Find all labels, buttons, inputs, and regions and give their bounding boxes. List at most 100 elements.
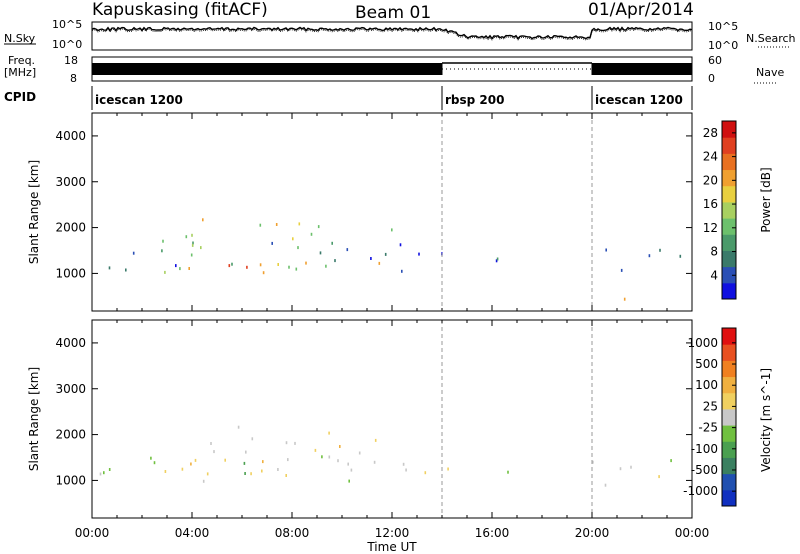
- echo-cell: [374, 438, 377, 442]
- colorbar-tick-label: 28: [703, 126, 718, 140]
- echo-cell: [399, 243, 402, 247]
- echo-cell: [191, 243, 194, 247]
- echo-cell: [251, 437, 254, 441]
- echo-cell: [334, 259, 336, 263]
- cpid-strip: CPID icescan 1200 rbsp 200 icescan 1200: [4, 86, 693, 110]
- cpid-label: CPID: [4, 90, 36, 104]
- colorbar-tick-label: 24: [703, 150, 718, 164]
- nsky-label: N.Sky: [4, 32, 36, 45]
- cpid-segment-label: rbsp 200: [445, 93, 504, 107]
- echo-cell: [213, 450, 215, 454]
- echo-cell: [162, 239, 164, 243]
- noise-tick-top-right: 10^5: [708, 20, 738, 33]
- echo-cell: [103, 471, 105, 475]
- colorbar-frame: [721, 327, 737, 507]
- echo-cell: [132, 251, 135, 255]
- colorbar-swatch: [722, 218, 736, 235]
- colorbar-tick-label: 4: [710, 268, 718, 282]
- x-tick-label: 12:00: [375, 526, 410, 540]
- echo-cell: [181, 467, 184, 471]
- colorbar-tick-label: 8: [710, 245, 718, 259]
- power-colorbar-label: Power [dB]: [759, 167, 773, 232]
- echo-cell: [185, 235, 188, 239]
- colorbar-tick-label: 25: [703, 399, 718, 413]
- colorbar-swatch: [722, 185, 736, 203]
- velocity-frame: [91, 319, 693, 519]
- nave-label: Nave: [756, 66, 784, 79]
- echo-cell: [108, 468, 111, 471]
- echo-cell: [623, 297, 626, 301]
- colorbar-tick-label: 500: [695, 357, 718, 371]
- echo-cell: [250, 472, 252, 476]
- echo-cell: [161, 249, 163, 253]
- echo-cell: [507, 470, 509, 474]
- freq-unit-label: [MHz]: [4, 66, 36, 79]
- echo-cell: [384, 252, 387, 256]
- echo-cell: [337, 459, 339, 463]
- colorbar-swatch: [722, 376, 736, 394]
- echo-cell: [228, 264, 231, 268]
- colorbar-swatch: [722, 425, 736, 442]
- nsearch-trace: [91, 28, 693, 41]
- echo-cell: [246, 265, 248, 269]
- y-tick-label: 3000: [55, 382, 86, 396]
- colorbar-tick-label: -100: [691, 442, 718, 456]
- echo-cell: [496, 257, 499, 261]
- echo-cell: [658, 475, 660, 479]
- freq-traces: [92, 62, 692, 75]
- power-colorbar: 4 8 12 16 20 24 28: [703, 120, 737, 300]
- nsky-trace: [91, 26, 693, 40]
- x-tick-label: 04:00: [175, 526, 210, 540]
- echo-cell: [339, 445, 341, 448]
- y-tick-label: 1000: [55, 473, 86, 487]
- echo-cell: [370, 257, 372, 260]
- power-panel: 1000 2000 3000 4000 Slant Range [km] 4 8 12 16…: [27, 112, 773, 312]
- freq-band-1: [92, 63, 442, 75]
- echo-cell: [328, 431, 330, 435]
- echo-cell: [245, 450, 247, 454]
- y-tick-label: 4000: [55, 129, 86, 143]
- echo-cell: [604, 483, 607, 487]
- colorbar-tick-label: 12: [703, 221, 718, 235]
- colorbar-swatch: [722, 234, 736, 251]
- echo-cell: [277, 468, 279, 471]
- echo-cell: [179, 267, 181, 271]
- freq-label: Freq.: [8, 54, 35, 67]
- echo-cell: [418, 252, 420, 256]
- colorbar-swatch: [722, 392, 736, 410]
- noise-tick-bottom-right: 10^0: [708, 39, 738, 52]
- echo-cell: [261, 469, 263, 473]
- noise-traces: [91, 26, 693, 41]
- echo-cell: [321, 455, 323, 459]
- echo-cell: [224, 458, 226, 462]
- echo-cell: [314, 448, 317, 452]
- echo-cell: [190, 462, 192, 466]
- colorbar-tick-label: 20: [703, 173, 718, 187]
- power-background: [92, 113, 692, 311]
- echo-cell: [285, 441, 288, 445]
- power-axis-ticks: 1000 2000 3000 4000: [55, 113, 693, 311]
- echo-cell: [292, 237, 294, 241]
- echo-cell: [150, 456, 152, 460]
- noise-strip: N.Sky N.Search 10^5 10^0 10^5 10^0: [4, 18, 796, 52]
- y-tick-label: 2000: [55, 221, 86, 235]
- echo-cell: [99, 472, 102, 476]
- colorbar-frame: [721, 120, 737, 300]
- x-tick-label: 20:00: [575, 526, 610, 540]
- echo-cell: [298, 222, 301, 226]
- echo-cell: [347, 462, 349, 466]
- y-tick-label: 1000: [55, 266, 86, 280]
- station-title: Kapuskasing (fitACF): [92, 0, 268, 20]
- x-tick-label: 16:00: [475, 526, 510, 540]
- echo-cell: [231, 262, 233, 266]
- echo-cell: [153, 461, 156, 465]
- colorbar-swatch: [722, 121, 736, 138]
- echo-cell: [670, 459, 672, 463]
- echo-cell: [188, 267, 190, 270]
- colorbar-swatch: [722, 328, 736, 345]
- y-tick-label: 2000: [55, 428, 86, 442]
- power-frame: [91, 112, 693, 312]
- echo-cell: [262, 460, 264, 464]
- x-axis-label: Time UT: [366, 540, 417, 554]
- echo-cell: [285, 474, 287, 477]
